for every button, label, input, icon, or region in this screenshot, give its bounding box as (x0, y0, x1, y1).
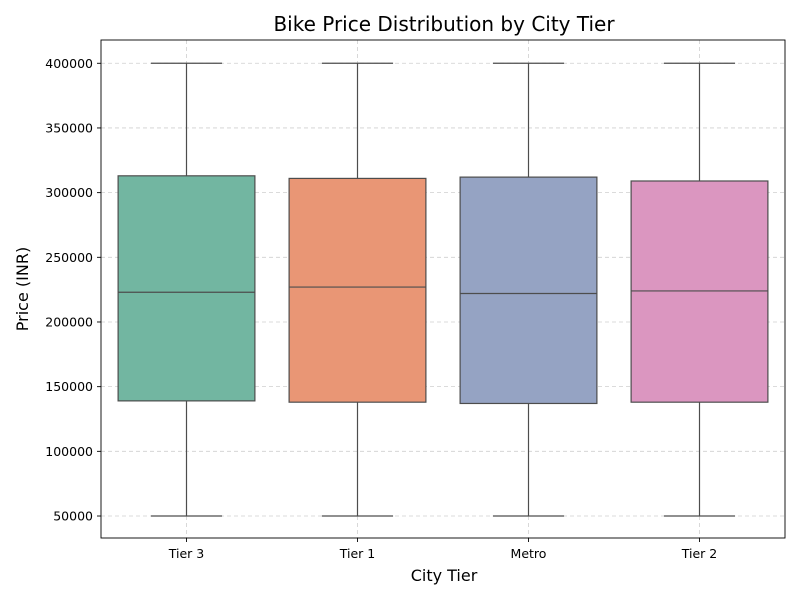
box-tier-3 (117, 62, 256, 517)
x-axis-label: City Tier (411, 566, 478, 585)
box-tier-1 (288, 62, 427, 517)
y-tick-label: 200000 (45, 314, 93, 329)
y-tick-label: 400000 (45, 56, 93, 71)
iqr-box (630, 180, 769, 403)
x-axis-ticks: Tier 3 Tier 1 Metro Tier 2 (168, 538, 717, 561)
x-tick-label: Tier 3 (168, 546, 204, 561)
y-tick-label: 300000 (45, 185, 93, 200)
x-tick-label: Metro (511, 546, 547, 561)
plot-frame (100, 39, 786, 539)
iqr-box (117, 175, 256, 402)
box-tier-2 (630, 62, 769, 517)
y-tick-label: 100000 (45, 444, 93, 459)
iqr-box (288, 177, 427, 403)
y-axis-label: Price (INR) (13, 247, 32, 331)
y-tick-label: 50000 (53, 509, 93, 524)
box-metro (459, 62, 598, 517)
boxes (117, 62, 769, 517)
x-tick-label: Tier 2 (681, 546, 717, 561)
y-tick-label: 350000 (45, 120, 93, 135)
iqr-box (459, 176, 598, 405)
y-tick-label: 250000 (45, 250, 93, 265)
chart-title: Bike Price Distribution by City Tier (273, 12, 615, 36)
y-tick-label: 150000 (45, 379, 93, 394)
y-axis-ticks: 50000 100000 150000 200000 250000 300000 35000… (45, 56, 101, 524)
x-tick-label: Tier 1 (339, 546, 375, 561)
